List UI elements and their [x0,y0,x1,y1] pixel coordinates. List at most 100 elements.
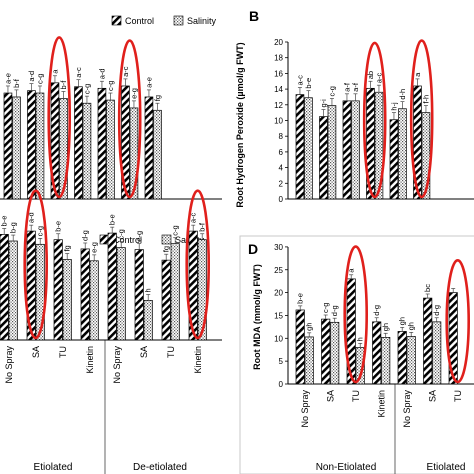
y-tick-label: 4 [279,164,284,173]
y-tick-label: 25 [274,266,283,275]
bar-control [295,94,305,200]
significance-letter: gh [398,317,407,325]
bar-control [53,239,63,341]
highlight-ellipse [445,259,471,384]
significance-letter: a [50,69,59,74]
bar-control [144,96,154,200]
y-tick-label: 0 [279,195,284,204]
significance-letter: bc [423,284,432,292]
bar-salinity [304,97,313,200]
y-tick-label: 18 [274,54,283,63]
bar-control [389,119,399,200]
bar-control [372,321,382,385]
y-tick-label: 16 [274,69,283,78]
significance-letter: d-g [432,305,441,316]
category-label: No Spray [300,390,310,428]
y-tick-label: 10 [274,117,283,126]
bar-salinity [106,99,115,200]
bar-salinity [432,321,442,385]
significance-letter: ab [366,71,375,79]
significance-letter: h [356,337,365,341]
significance-letter: a-c [374,73,383,84]
significance-letter: h [144,288,153,292]
bar-salinity [398,108,407,200]
significance-letter: fg [63,245,72,251]
legend-salinity-swatch [161,234,172,245]
highlight-ellipse [23,189,49,340]
bar-salinity [327,105,337,200]
significance-letter: b-e [0,216,9,227]
significance-letter: a-d [27,212,36,223]
significance-letter: a-c [121,66,130,77]
bar-control [319,116,328,200]
significance-letter: fg [162,246,171,252]
significance-letter: c-g [106,81,115,91]
bar-control [134,249,144,341]
bar-salinity [8,240,18,341]
significance-letter: c-g [82,84,91,94]
significance-letter: b-g [9,222,18,233]
bar-control [397,331,407,385]
group-label: De-etiolated [133,462,187,473]
significance-letter: b-f [59,80,68,90]
bar-salinity [143,300,153,341]
bar-salinity [304,336,314,385]
bar-salinity [62,259,72,341]
significance-letter: b-e [108,214,117,225]
group-label: Etiolated [427,462,466,473]
significance-letter: a-e [144,77,153,88]
bar-salinity [89,260,99,341]
legend-salinity-label: Salinity [187,16,217,26]
significance-letter: gh [305,322,314,330]
category-label: Kinetin [193,346,203,374]
significance-letter: a-d [97,68,106,79]
significance-letter: c-g [327,86,336,96]
y-tick-label: 10 [274,334,283,343]
bar-control [74,86,83,200]
significance-letter: g-i [319,99,328,108]
highlight-ellipse [185,189,210,340]
bar-control [97,87,107,200]
y-tick-label: 14 [274,85,283,94]
y-tick-label: 15 [274,311,283,320]
significance-letter: a-d [27,71,36,82]
panel-letter-b: B [249,8,259,24]
significance-letter: h-j [389,102,398,111]
y-tick-label: 20 [274,38,283,47]
significance-letter: gh [407,322,416,330]
bar-control [423,297,433,385]
highlight-ellipse [409,39,434,199]
bar-control [27,90,36,200]
significance-letter: c-g [171,225,180,235]
bar-control [80,248,90,341]
category-label: SA [326,390,336,402]
y-tick-label: 6 [279,148,284,157]
y-tick-label: 30 [274,243,283,252]
significance-letter: c-g [321,303,330,313]
significance-letter: d-h [398,89,407,100]
significance-letter: a-c [189,212,198,223]
legend-control-swatch [111,15,122,26]
significance-letter: f-h [421,95,430,104]
significance-letter: e-g [129,88,138,99]
significance-letter: b-f [198,222,207,232]
panel-letter-b-bg [238,4,258,24]
significance-letter: e-g [90,242,99,253]
bar-salinity [330,321,340,385]
y-tick-label: 12 [274,101,283,110]
panel-b: B Root Hydrogen Peroxide (µmol/g FWT) 0 2… [235,4,474,208]
category-label: Kinetin [377,390,387,418]
group-label: Etiolated [34,462,73,473]
highlight-ellipse [362,41,387,199]
significance-letter: c-g [36,226,45,236]
y-tick-label: 8 [279,132,284,141]
category-label: TU [58,346,68,358]
significance-letter: d-g [330,305,339,316]
panel-d: D Root MDA (mmol/g FWT) 0 5 10 15 20 25 30 b-e… [239,235,474,474]
category-label: Kinetin [85,346,95,374]
highlight-ellipse [47,36,72,199]
significance-letter: e-g [135,231,144,242]
legend-salinity-swatch [173,15,184,26]
category-label: SA [428,390,438,402]
